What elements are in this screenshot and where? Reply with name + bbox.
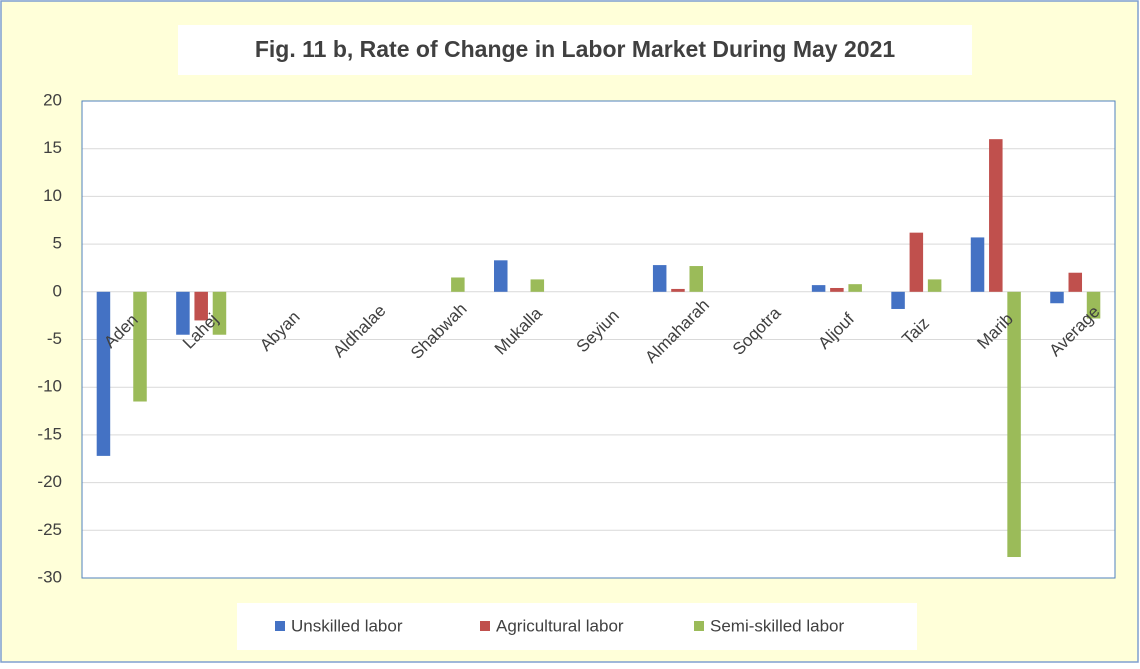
bar [891, 291, 905, 309]
y-tick-label: -5 [47, 329, 62, 348]
y-tick-label: 15 [43, 138, 62, 157]
legend-swatch [694, 621, 704, 631]
bar [830, 287, 844, 292]
bar [671, 288, 685, 292]
chart-title: Fig. 11 b, Rate of Change in Labor Marke… [255, 36, 896, 62]
y-tick-label: -25 [37, 520, 62, 539]
y-tick-label: 5 [53, 234, 62, 253]
y-tick-label: -20 [37, 472, 62, 491]
y-tick-label: -15 [37, 424, 62, 443]
bar [927, 279, 942, 292]
legend-label: Semi-skilled labor [710, 616, 844, 635]
bar [133, 291, 147, 402]
bar [530, 279, 545, 292]
y-tick-label: 20 [43, 90, 62, 109]
bar [811, 285, 826, 292]
bar [909, 232, 924, 292]
bar [652, 265, 667, 292]
y-tick-label: 10 [43, 186, 62, 205]
bar [1007, 291, 1021, 558]
bar [1068, 272, 1083, 292]
bar [848, 284, 862, 292]
bar [451, 277, 465, 292]
bar [1086, 291, 1101, 319]
bar [989, 139, 1003, 292]
bar [689, 266, 703, 292]
bar [212, 291, 227, 335]
bar [970, 237, 985, 292]
y-tick-label: -10 [37, 377, 62, 396]
bar [96, 291, 111, 456]
legend-swatch [480, 621, 490, 631]
legend-label: Agricultural labor [496, 616, 624, 635]
plot-border [81, 100, 1116, 579]
bar [176, 291, 190, 335]
legend-box [237, 603, 917, 650]
bar [194, 291, 208, 321]
bar [494, 260, 508, 292]
legend-label: Unskilled labor [291, 616, 403, 635]
legend-swatch [275, 621, 285, 631]
bar [1050, 291, 1064, 304]
title-box [178, 25, 972, 75]
y-tick-label: -30 [37, 567, 62, 586]
y-tick-label: 0 [53, 281, 62, 300]
